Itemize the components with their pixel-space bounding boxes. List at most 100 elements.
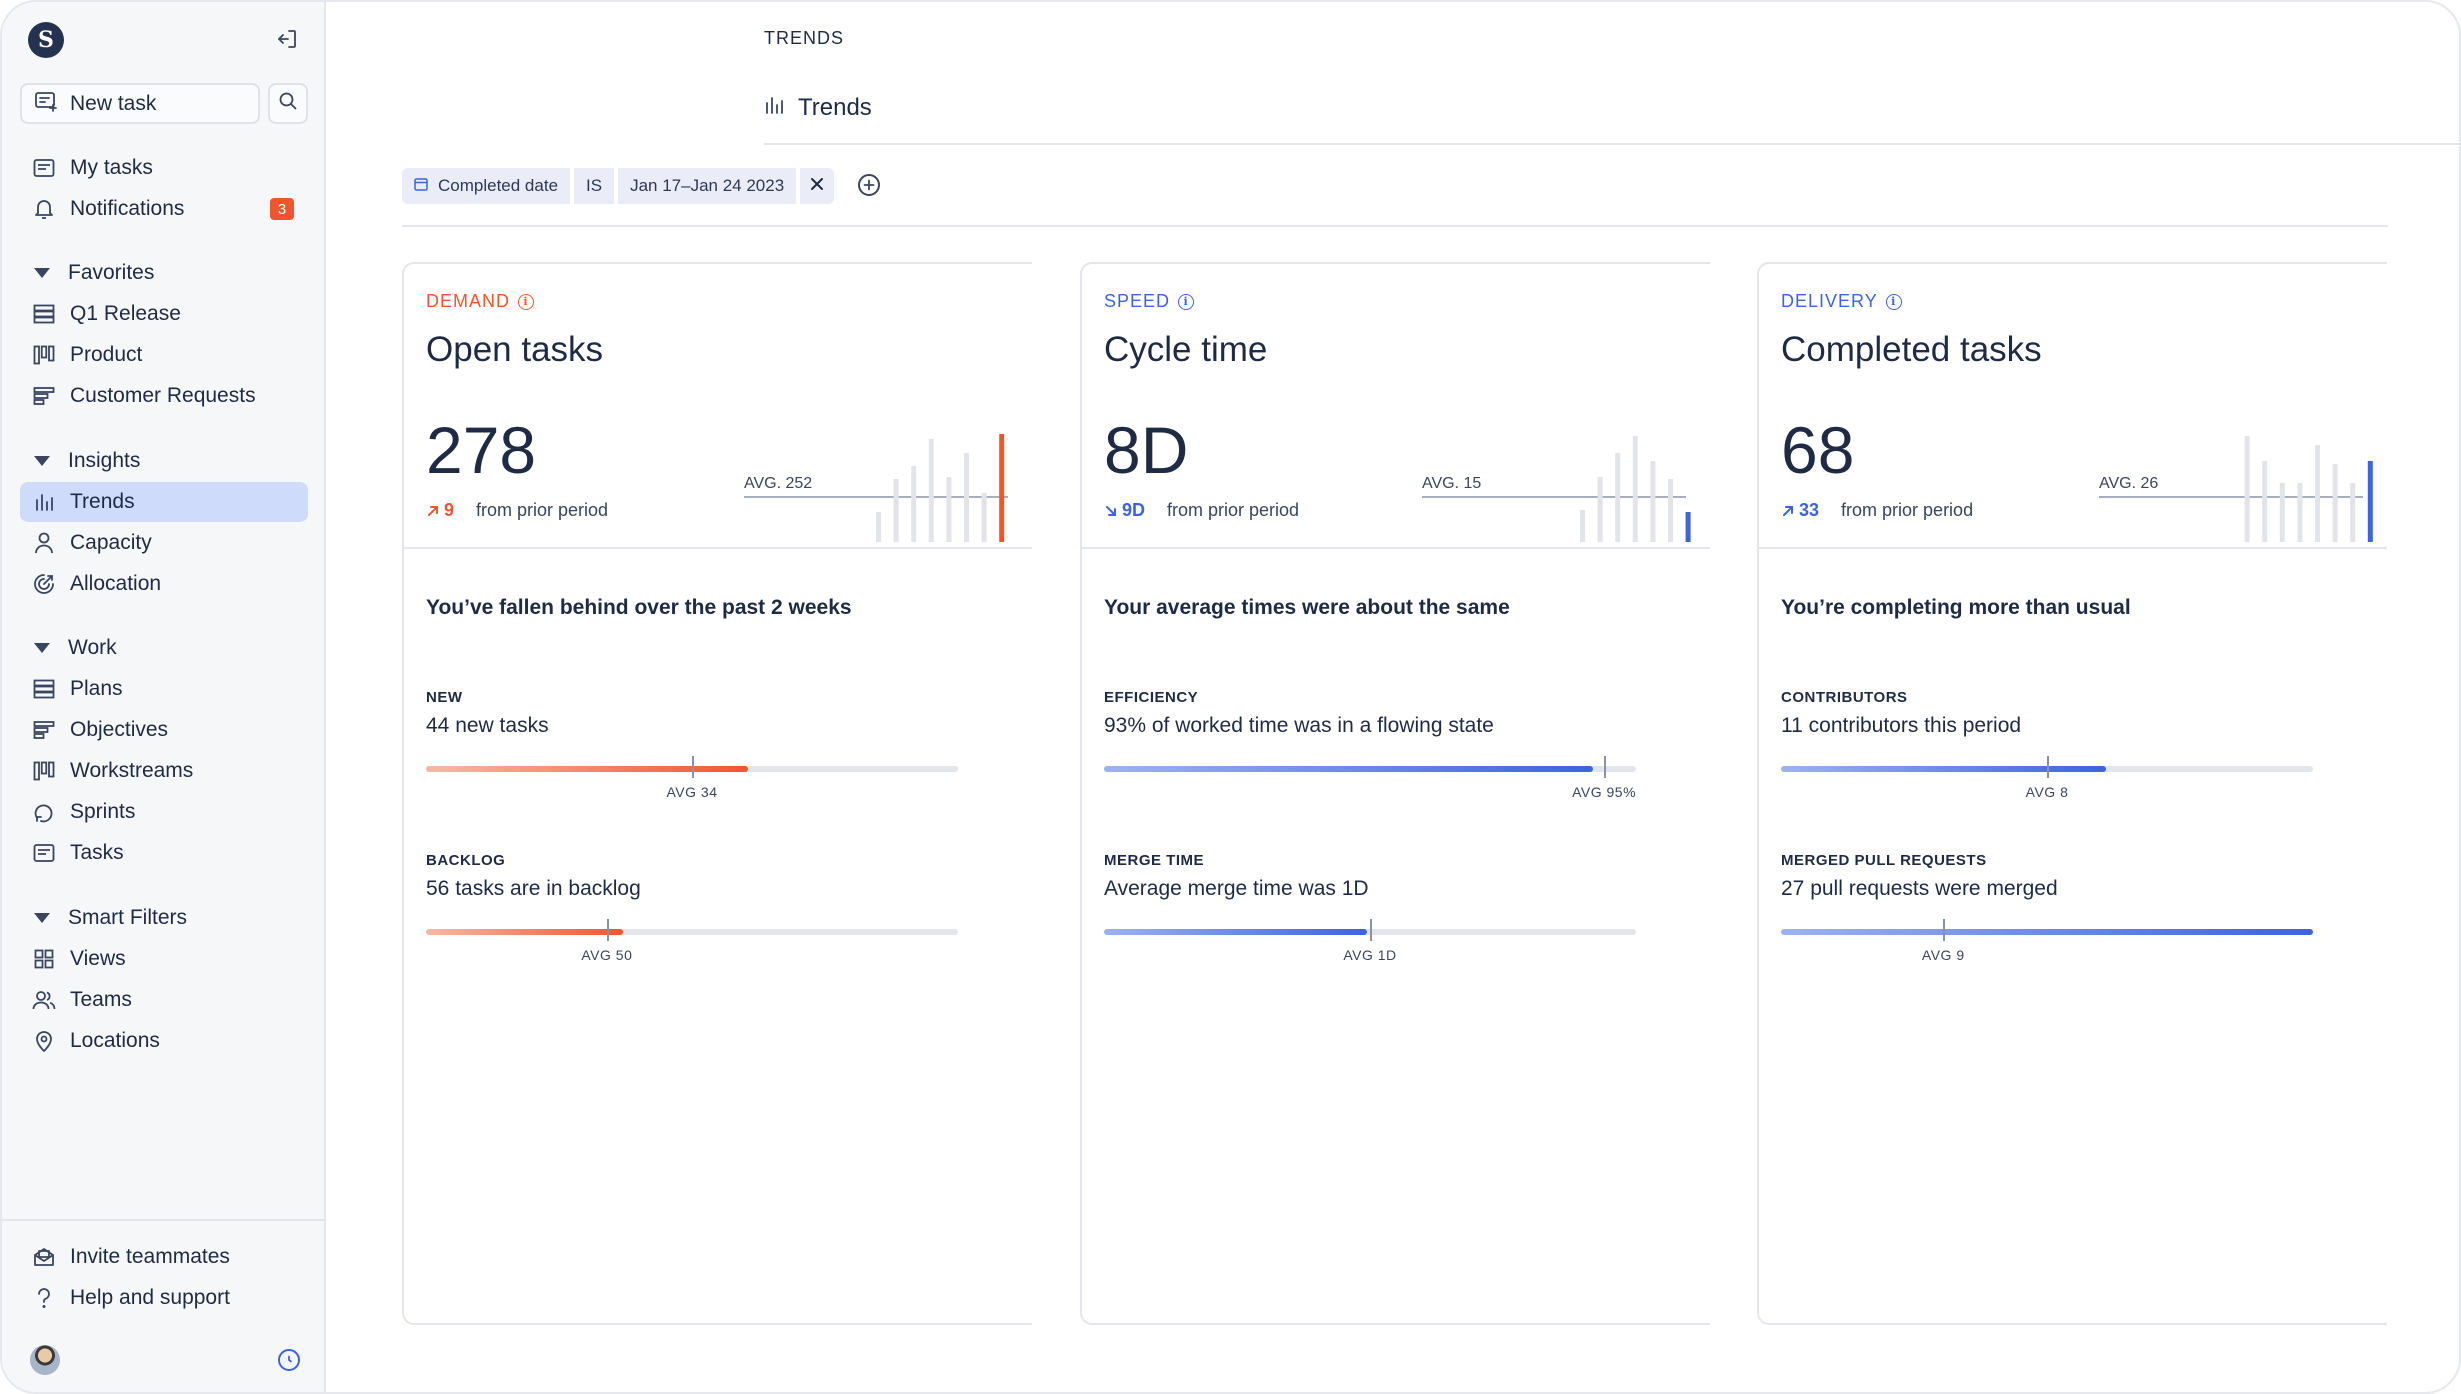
breadcrumb[interactable]: TRENDS xyxy=(764,28,845,48)
card-delta-label: from prior period xyxy=(1841,500,1974,520)
filter-divider xyxy=(402,225,2388,227)
card-delta-label: from prior period xyxy=(476,500,609,520)
arrow-down-right-icon xyxy=(1106,505,1116,516)
close-icon xyxy=(810,176,824,196)
card-delta: 9 from prior period xyxy=(426,500,608,521)
card-sparkline: AVG. 15 xyxy=(1422,436,1691,542)
notification-count-badge: 3 xyxy=(270,198,294,220)
add-filter-icon[interactable] xyxy=(858,174,880,196)
sparkline-bar xyxy=(1632,436,1638,542)
metric-bar-fill xyxy=(1104,766,1594,772)
user-avatar[interactable] xyxy=(30,1345,60,1375)
section-work[interactable]: Work xyxy=(20,628,308,668)
sidebar-item-allocation[interactable]: Allocation xyxy=(20,564,308,604)
sidebar-item-label: Workstreams xyxy=(70,759,194,782)
caret-down-icon xyxy=(34,643,50,653)
sparkline-bar xyxy=(2315,445,2320,542)
filter-field[interactable]: Completed date xyxy=(402,168,571,204)
metric-avg-label: AVG 1D xyxy=(1343,947,1397,963)
metric-label: BACKLOG xyxy=(426,852,506,869)
metric-avg-marker xyxy=(1943,919,1946,941)
card-sparkline: AVG. 26 xyxy=(2099,436,2373,542)
sparkline-bar xyxy=(2350,483,2356,542)
card-summary: Your average times were about the same xyxy=(1104,596,1510,619)
sidebar-item-label: Invite teammates xyxy=(70,1245,230,1268)
sparkline-bar xyxy=(2332,464,2338,542)
caret-down-icon xyxy=(34,913,50,923)
sidebar-item-product[interactable]: Product xyxy=(20,335,308,375)
metric-avg-marker xyxy=(692,756,694,778)
metric-bar-fill xyxy=(1781,929,2313,935)
new-task-button[interactable]: New task xyxy=(20,83,260,124)
collapse-sidebar-icon[interactable] xyxy=(272,24,302,54)
trend-card-delivery[interactable]: DELIVERY i Completed tasks 68 33 from prior p… xyxy=(1757,262,2387,1325)
card-value: 68 xyxy=(1781,413,1855,487)
sidebar-item-sprints[interactable]: Sprints xyxy=(20,792,308,832)
sidebar-item-capacity[interactable]: Capacity xyxy=(20,523,308,563)
sidebar-item-locations[interactable]: Locations xyxy=(20,1021,308,1061)
section-label: Smart Filters xyxy=(68,906,188,929)
sidebar-item-teams[interactable]: Teams xyxy=(20,980,308,1020)
sidebar-item-q1-release[interactable]: Q1 Release xyxy=(20,294,308,334)
metric-avg-label: AVG 9 xyxy=(1921,947,1965,963)
sidebar-item-tasks[interactable]: Tasks xyxy=(20,833,308,873)
sparkline-bar xyxy=(1580,510,1585,542)
metric-text: 27 pull requests were merged xyxy=(1781,877,2058,900)
sparkline-bar xyxy=(946,477,952,542)
section-favorites[interactable]: Favorites xyxy=(20,253,308,293)
filter-pill[interactable]: Completed date IS Jan 17–Jan 24 2023 xyxy=(402,168,835,204)
card-value: 8D xyxy=(1104,413,1189,487)
sidebar-item-workstreams[interactable]: Workstreams xyxy=(20,751,308,791)
sparkline-bar xyxy=(2297,483,2303,542)
sidebar-item-label: Allocation xyxy=(70,572,162,595)
sidebar-item-my-tasks[interactable]: My tasks xyxy=(20,148,308,188)
sparkline-bar xyxy=(1650,461,1656,542)
sidebar-divider xyxy=(2,1219,326,1221)
metric-label: EFFICIENCY xyxy=(1104,689,1199,706)
metric-label: CONTRIBUTORS xyxy=(1781,689,1908,706)
metric-label: NEW xyxy=(426,689,463,706)
remove-filter-button[interactable] xyxy=(800,168,835,204)
info-icon[interactable]: i xyxy=(518,293,535,310)
card-kicker: SPEED i xyxy=(1104,291,1195,312)
sidebar-item-label: Teams xyxy=(70,988,132,1011)
trend-card-speed[interactable]: SPEED i Cycle time 8D 9D from prior period AVG… xyxy=(1080,262,1710,1325)
card-value: 278 xyxy=(426,413,537,487)
sparkline-bar xyxy=(981,493,987,542)
bell-icon xyxy=(32,197,56,221)
sparkline-bar xyxy=(1685,512,1691,542)
info-icon[interactable]: i xyxy=(1178,293,1195,310)
app-logo[interactable]: S xyxy=(28,22,64,58)
people-icon xyxy=(32,988,56,1012)
sidebar-item-notifications[interactable]: Notifications 3 xyxy=(20,189,308,229)
inbox-icon xyxy=(32,841,56,865)
board-icon xyxy=(32,343,56,367)
metric-bar: AVG 95% xyxy=(1104,756,1636,800)
metric-bar-fill xyxy=(426,929,623,935)
section-smart-filters[interactable]: Smart Filters xyxy=(20,898,308,938)
section-insights[interactable]: Insights xyxy=(20,441,308,481)
filter-operator[interactable]: IS xyxy=(574,168,615,204)
sidebar-item-plans[interactable]: Plans xyxy=(20,669,308,709)
sidebar-item-objectives[interactable]: Objectives xyxy=(20,710,308,750)
stack-icon xyxy=(32,677,56,701)
trend-card-demand[interactable]: DEMAND i Open tasks 278 9 from prior period AV… xyxy=(402,262,1032,1325)
metric-bar-fill xyxy=(1781,766,2106,772)
sidebar-item-invite-teammates[interactable]: Invite teammates xyxy=(20,1237,308,1277)
info-icon[interactable]: i xyxy=(1885,293,1902,310)
sidebar-item-trends[interactable]: Trends xyxy=(20,482,308,522)
search-button[interactable] xyxy=(268,83,308,124)
sidebar-item-customer-requests[interactable]: Customer Requests xyxy=(20,376,308,416)
sidebar-item-help-and-support[interactable]: Help and support xyxy=(20,1278,308,1318)
sidebar-item-label: Plans xyxy=(70,677,123,700)
status-clock-icon[interactable] xyxy=(278,1349,300,1371)
target-icon xyxy=(32,572,56,596)
filter-value[interactable]: Jan 17–Jan 24 2023 xyxy=(618,168,797,204)
metric-bar: AVG 9 xyxy=(1781,919,2313,963)
sidebar-item-views[interactable]: Views xyxy=(20,939,308,979)
card-title: Cycle time xyxy=(1104,330,1268,369)
metric-avg-label: AVG 34 xyxy=(666,784,718,800)
card-title: Completed tasks xyxy=(1781,330,2042,369)
metric-avg-label: AVG 8 xyxy=(2025,784,2069,800)
